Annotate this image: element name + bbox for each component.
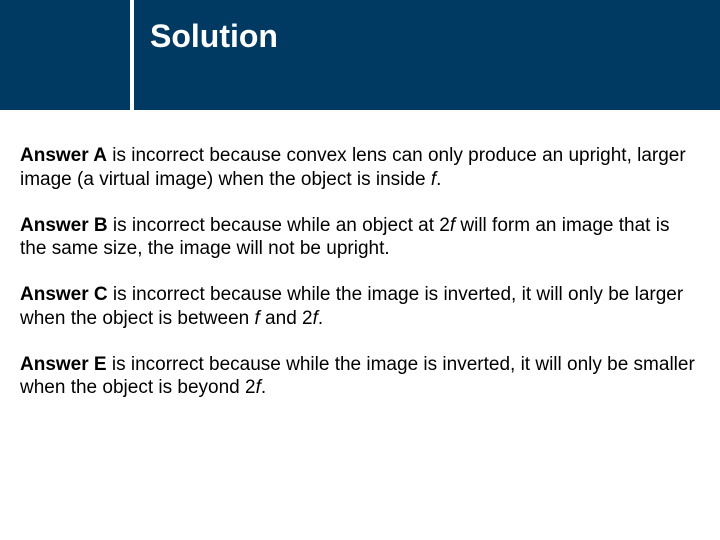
slide-title: Solution	[150, 18, 278, 55]
answer-a-text-post: .	[436, 169, 441, 190]
answer-a-text-pre: is incorrect because convex lens can onl…	[20, 145, 686, 190]
answer-c-paragraph: Answer C is incorrect because while the …	[20, 283, 700, 331]
answer-c-label: Answer C	[20, 284, 108, 305]
answer-e-label: Answer E	[20, 354, 107, 375]
answer-a-paragraph: Answer A is incorrect because convex len…	[20, 144, 700, 192]
answer-b-paragraph: Answer B is incorrect because while an o…	[20, 214, 700, 262]
header-left-block	[0, 0, 130, 110]
slide-header: Solution	[0, 0, 720, 110]
answer-c-text-mid: and 2	[260, 308, 313, 329]
answer-c-text-pre: is incorrect because while the image is …	[20, 284, 683, 329]
header-divider	[130, 0, 134, 110]
answer-e-text-pre: is incorrect because while the image is …	[20, 354, 695, 399]
answer-e-text-post: .	[261, 377, 266, 398]
answer-b-label: Answer B	[20, 215, 108, 236]
answer-b-text-pre: is incorrect because while an object at …	[108, 215, 450, 236]
answer-a-label: Answer A	[20, 145, 107, 166]
answer-e-paragraph: Answer E is incorrect because while the …	[20, 353, 700, 401]
slide-content: Answer A is incorrect because convex len…	[0, 110, 720, 400]
answer-c-text-post: .	[318, 308, 323, 329]
